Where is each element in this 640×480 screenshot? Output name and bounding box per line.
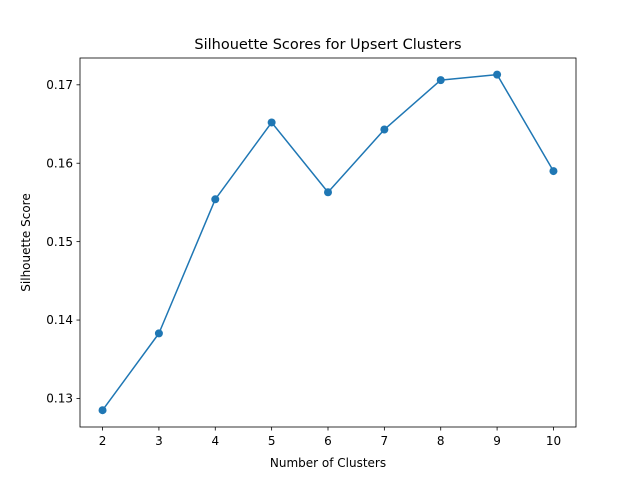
y-axis: 0.13 0.14 0.15 0.16 0.17 bbox=[46, 78, 80, 406]
y-tick-label: 0.16 bbox=[46, 156, 73, 170]
data-point bbox=[324, 188, 332, 197]
y-tick-label: 0.15 bbox=[46, 235, 73, 249]
y-tick-label: 0.17 bbox=[46, 78, 73, 92]
x-tick-label: 10 bbox=[546, 434, 561, 448]
x-axis: 2 3 4 5 6 7 8 9 10 bbox=[99, 427, 561, 448]
plot-frame bbox=[79, 57, 577, 428]
x-tick-label: 2 bbox=[99, 434, 107, 448]
data-point bbox=[267, 118, 276, 127]
x-tick-label: 5 bbox=[268, 434, 276, 448]
data-point bbox=[549, 167, 558, 176]
y-tick-label: 0.13 bbox=[46, 392, 73, 406]
y-tick-label: 0.14 bbox=[46, 313, 73, 327]
data-point bbox=[380, 125, 389, 134]
plot-area bbox=[80, 58, 576, 427]
data-point bbox=[493, 70, 502, 79]
x-tick-label: 4 bbox=[211, 434, 219, 448]
x-tick-label: 3 bbox=[155, 434, 163, 448]
x-tick-label: 8 bbox=[437, 434, 445, 448]
x-axis-label: Number of Clusters bbox=[270, 456, 386, 470]
x-tick-label: 7 bbox=[381, 434, 389, 448]
data-point bbox=[211, 195, 220, 204]
x-tick-label: 6 bbox=[324, 434, 332, 448]
data-point bbox=[98, 406, 107, 415]
data-point bbox=[154, 329, 163, 338]
data-point bbox=[436, 76, 445, 85]
x-tick-label: 9 bbox=[493, 434, 501, 448]
y-axis-label: Silhouette Score bbox=[19, 193, 33, 291]
series-layer bbox=[98, 70, 558, 415]
chart-title: Silhouette Scores for Upsert Clusters bbox=[194, 37, 461, 53]
